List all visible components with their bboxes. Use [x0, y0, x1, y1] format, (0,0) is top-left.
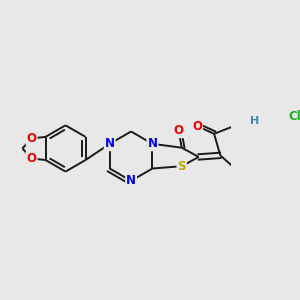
Text: S: S	[178, 160, 186, 173]
Text: H: H	[250, 116, 260, 127]
Text: N: N	[105, 137, 115, 150]
Text: O: O	[27, 152, 37, 165]
Text: N: N	[147, 137, 158, 150]
Text: Cl: Cl	[288, 110, 300, 123]
Text: O: O	[192, 120, 202, 133]
Text: N: N	[126, 174, 136, 187]
Text: O: O	[27, 132, 37, 145]
Text: O: O	[174, 124, 184, 137]
